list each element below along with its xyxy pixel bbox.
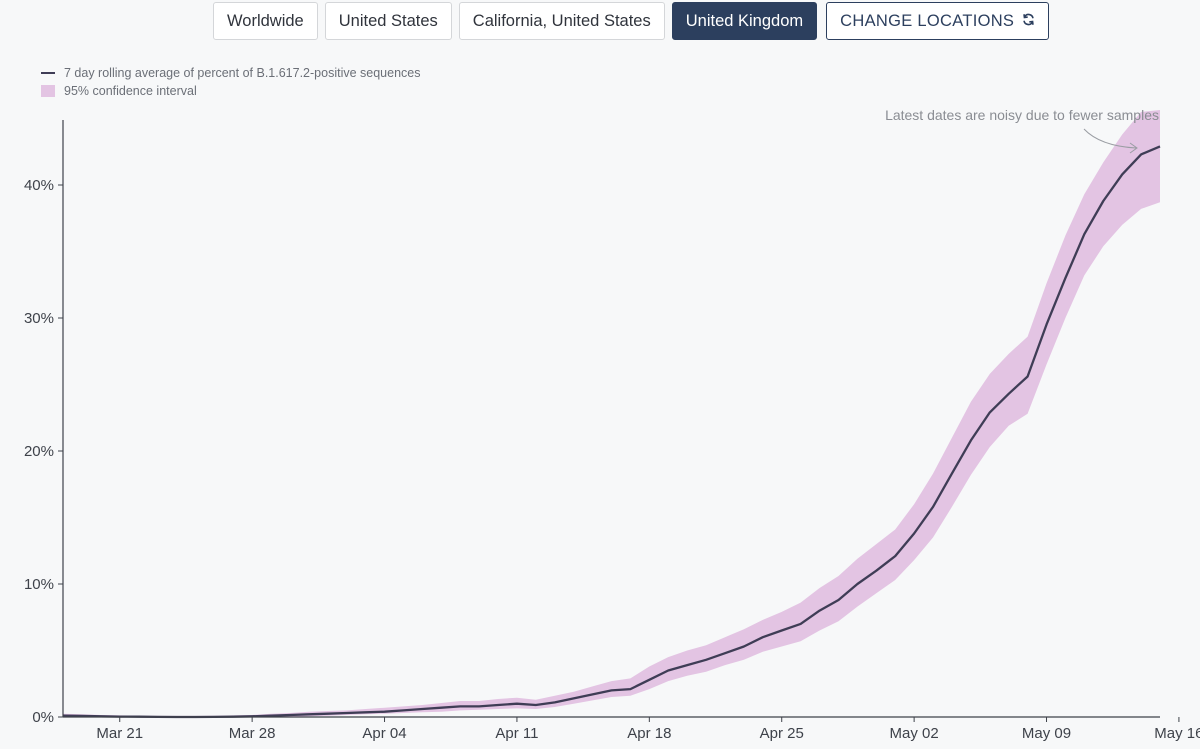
legend-item-band: 95% confidence interval bbox=[41, 82, 420, 100]
x-tick-label: May 09 bbox=[1022, 725, 1071, 742]
legend-band-label: 95% confidence interval bbox=[64, 84, 197, 98]
x-tick-label: Apr 11 bbox=[495, 725, 538, 742]
x-tick-label: May 02 bbox=[890, 725, 939, 742]
location-california-button[interactable]: California, United States bbox=[458, 2, 665, 40]
y-tick-label: 0% bbox=[32, 709, 54, 726]
annotation-arrow bbox=[1083, 128, 1137, 149]
change-locations-label: CHANGE LOCATIONS bbox=[840, 11, 1015, 30]
y-tick-label: 10% bbox=[24, 576, 54, 593]
refresh-icon bbox=[1022, 13, 1035, 29]
confidence-band bbox=[63, 110, 1160, 717]
x-tick-label: Apr 18 bbox=[627, 725, 671, 742]
y-tick-label: 20% bbox=[24, 443, 54, 460]
noise-annotation: Latest dates are noisy due to fewer samp… bbox=[885, 107, 1159, 123]
legend-line-swatch bbox=[41, 72, 55, 74]
location-united-states-button[interactable]: United States bbox=[324, 2, 452, 40]
y-tick-label: 40% bbox=[24, 177, 54, 194]
x-tick-label: Mar 28 bbox=[229, 725, 276, 742]
x-tick-label: Apr 04 bbox=[362, 725, 406, 742]
legend-band-swatch bbox=[41, 85, 55, 97]
x-tick-label: Mar 21 bbox=[96, 725, 143, 742]
x-tick-label: May 16 bbox=[1154, 725, 1200, 742]
legend-item-line: 7 day rolling average of percent of B.1.… bbox=[41, 64, 420, 82]
change-locations-button[interactable]: CHANGE LOCATIONS bbox=[826, 2, 1050, 40]
location-worldwide-button[interactable]: Worldwide bbox=[213, 2, 318, 40]
y-tick-label: 30% bbox=[24, 310, 54, 327]
annotation-arrowhead bbox=[1129, 142, 1138, 154]
location-united-kingdom-button[interactable]: United Kingdom bbox=[671, 2, 818, 40]
chart-legend: 7 day rolling average of percent of B.1.… bbox=[41, 64, 420, 100]
legend-line-label: 7 day rolling average of percent of B.1.… bbox=[64, 66, 421, 80]
x-tick-label: Apr 25 bbox=[760, 725, 804, 742]
location-selector: Worldwide United States California, Unit… bbox=[213, 2, 1050, 40]
